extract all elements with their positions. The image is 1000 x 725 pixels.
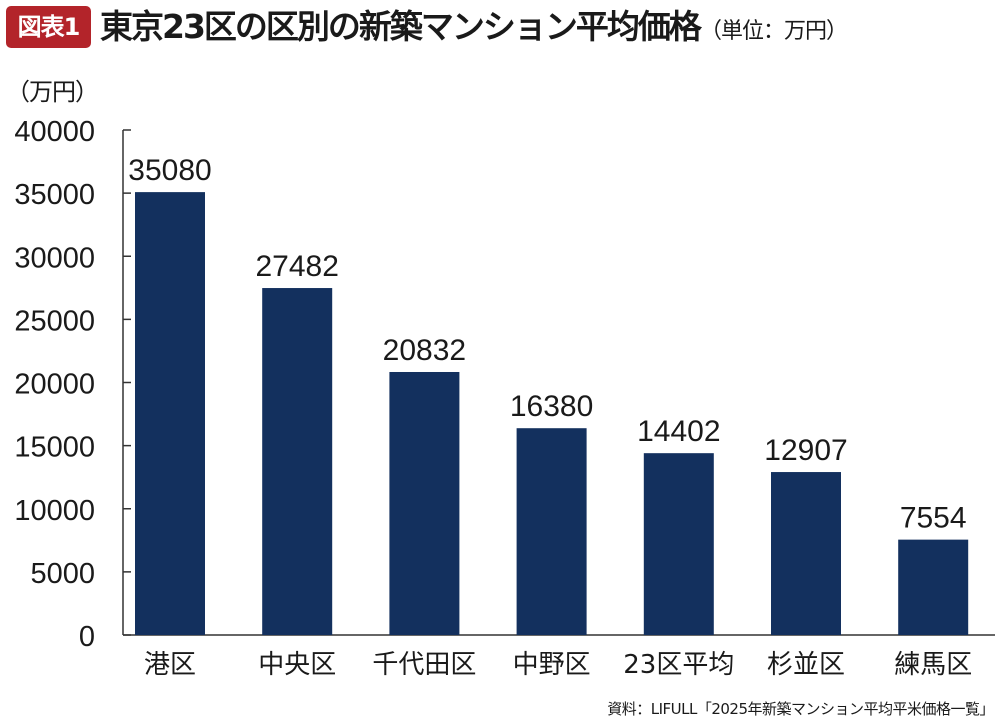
y-tick-label: 40000 xyxy=(14,116,95,148)
bar xyxy=(389,371,460,635)
data-label: 14402 xyxy=(637,415,720,448)
figure-badge: 図表1 xyxy=(6,6,91,48)
y-tick-label: 5000 xyxy=(30,558,95,590)
title-unit: （単位：万円） xyxy=(699,19,848,44)
y-tick-label: 35000 xyxy=(14,179,95,211)
bar xyxy=(262,288,333,635)
x-category-label: 練馬区 xyxy=(894,650,972,680)
data-label: 7554 xyxy=(900,502,967,535)
y-tick-label: 25000 xyxy=(14,305,95,337)
bar xyxy=(516,428,587,635)
x-category-label: 23区平均 xyxy=(623,650,734,680)
bar xyxy=(643,453,714,635)
data-label: 12907 xyxy=(764,434,847,467)
y-tick-label: 15000 xyxy=(14,432,95,464)
source-note: 資料：LIFULL「2025年新築マンション平均平米価格一覧」 xyxy=(607,700,994,718)
y-axis-unit: （万円） xyxy=(6,78,99,106)
y-tick-label: 30000 xyxy=(14,242,95,274)
y-tick-label: 20000 xyxy=(14,369,95,401)
data-label: 20832 xyxy=(383,334,466,367)
x-category-label: 中野区 xyxy=(513,650,591,680)
bar xyxy=(135,192,205,636)
x-category-label: 港区 xyxy=(144,650,196,680)
chart-title-text: 東京23区の区別の新築マンション平均価格 xyxy=(100,7,702,46)
y-tick-label: 0 xyxy=(79,621,95,653)
bar xyxy=(771,472,841,635)
x-category-label: 杉並区 xyxy=(767,650,845,680)
y-tick-label: 10000 xyxy=(14,495,95,527)
bar xyxy=(898,539,969,635)
x-category-label: 中央区 xyxy=(258,650,336,680)
data-label: 27482 xyxy=(255,250,338,283)
chart-title: 東京23区の区別の新築マンション平均価格（単位：万円） xyxy=(100,4,848,55)
x-category-label: 千代田区 xyxy=(372,650,476,680)
data-label: 35080 xyxy=(128,154,211,187)
data-label: 16380 xyxy=(510,390,593,423)
